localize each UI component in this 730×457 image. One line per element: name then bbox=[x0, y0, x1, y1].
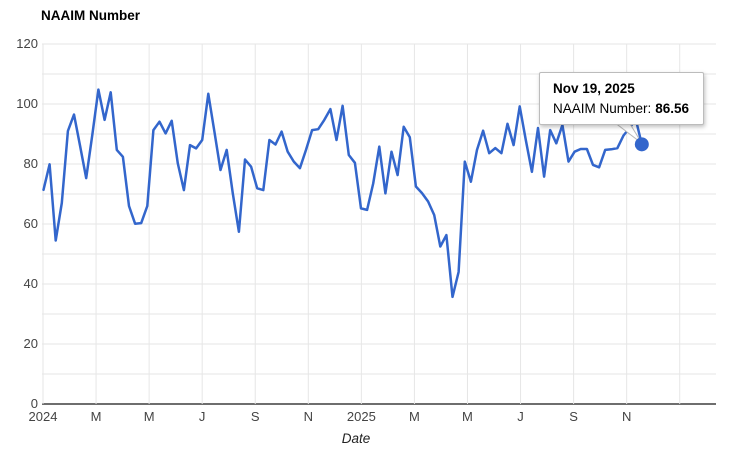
y-tick-label: 120 bbox=[16, 36, 38, 51]
x-tick-label: M bbox=[143, 409, 155, 424]
x-tick-label: M bbox=[408, 409, 420, 424]
tooltip-series-label: NAAIM Number: bbox=[553, 101, 652, 116]
x-tick-label: J bbox=[517, 409, 524, 424]
x-tick-label: S bbox=[569, 409, 578, 424]
x-tick-label: 2025 bbox=[346, 409, 376, 424]
x-tick-label: N bbox=[303, 409, 313, 424]
y-tick-label: 80 bbox=[23, 156, 38, 171]
tooltip-value: 86.56 bbox=[655, 101, 690, 116]
naaim-line-series bbox=[42, 88, 644, 299]
y-tick-label: 60 bbox=[23, 216, 38, 231]
x-tick-label: S bbox=[250, 409, 260, 424]
y-tick-label: 100 bbox=[16, 96, 38, 111]
tooltip-date: Nov 19, 2025 bbox=[553, 81, 635, 96]
tooltip-series-line: NAAIM Number: 86.56 bbox=[553, 101, 689, 116]
x-tick-label: M bbox=[90, 409, 102, 424]
tooltip: Nov 19, 2025 NAAIM Number: 86.56 bbox=[539, 72, 705, 125]
x-tick-label: N bbox=[621, 409, 632, 424]
x-axis-title: Date bbox=[341, 431, 371, 446]
x-tick-label: 2024 bbox=[28, 409, 58, 424]
chart-title: NAAIM Number bbox=[41, 8, 141, 23]
y-tick-label: 20 bbox=[23, 336, 38, 351]
last-point-marker bbox=[634, 137, 649, 152]
x-tick-label: J bbox=[198, 409, 206, 424]
y-tick-label: 0 bbox=[30, 396, 38, 411]
y-tick-label: 40 bbox=[23, 276, 38, 291]
x-tick-label: M bbox=[462, 409, 473, 424]
